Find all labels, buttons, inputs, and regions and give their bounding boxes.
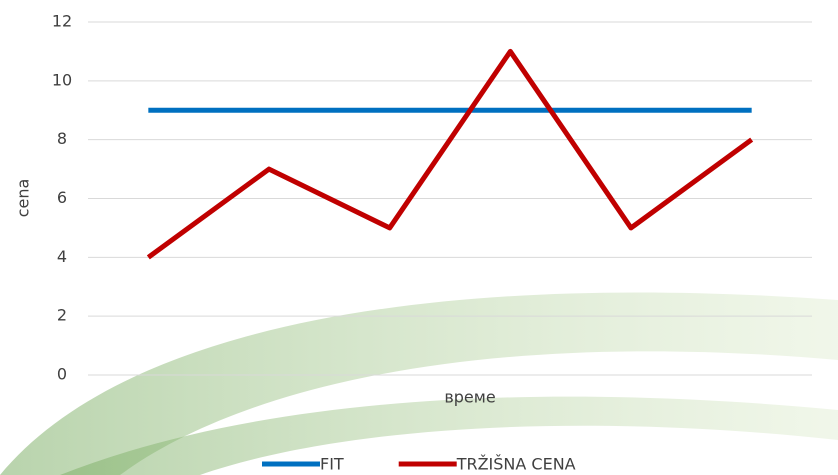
chart: време cena 0 2 4 6 8 10 12 FIT TRŽIŠNA CENA xyxy=(0,0,838,475)
legend-label: TRŽIŠNA CENA xyxy=(456,455,576,474)
y-tick-label: 0 xyxy=(57,365,67,384)
line-series xyxy=(148,51,751,257)
y-tick-label: 12 xyxy=(52,12,72,31)
background-swoosh xyxy=(0,292,838,475)
legend-label: FIT xyxy=(320,455,344,474)
y-tick-label: 6 xyxy=(57,188,67,207)
x-axis-label: време xyxy=(444,388,495,407)
y-tick-label: 4 xyxy=(57,247,67,266)
y-tick-label: 2 xyxy=(57,306,67,325)
y-axis-label: cena xyxy=(14,179,33,218)
y-tick-label: 8 xyxy=(57,129,67,148)
y-tick-label: 10 xyxy=(52,70,72,89)
